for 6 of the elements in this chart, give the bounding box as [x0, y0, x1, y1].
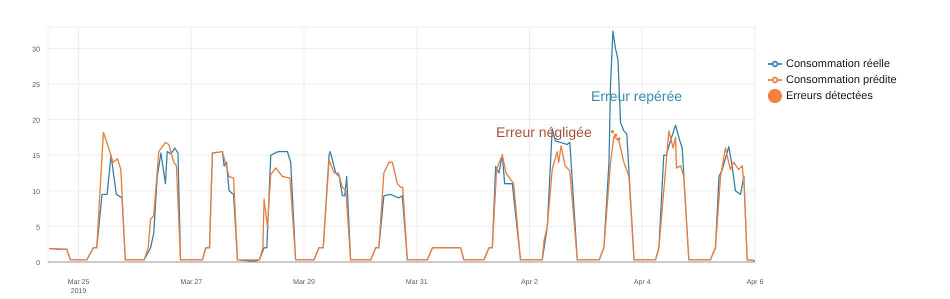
- point: [610, 130, 614, 134]
- legend-label: Consommation prédite: [786, 74, 897, 86]
- point: [617, 137, 620, 140]
- legend-label: Erreurs détectées: [786, 90, 873, 102]
- point: [614, 134, 618, 137]
- legend-label: Consommation réelle: [786, 58, 890, 70]
